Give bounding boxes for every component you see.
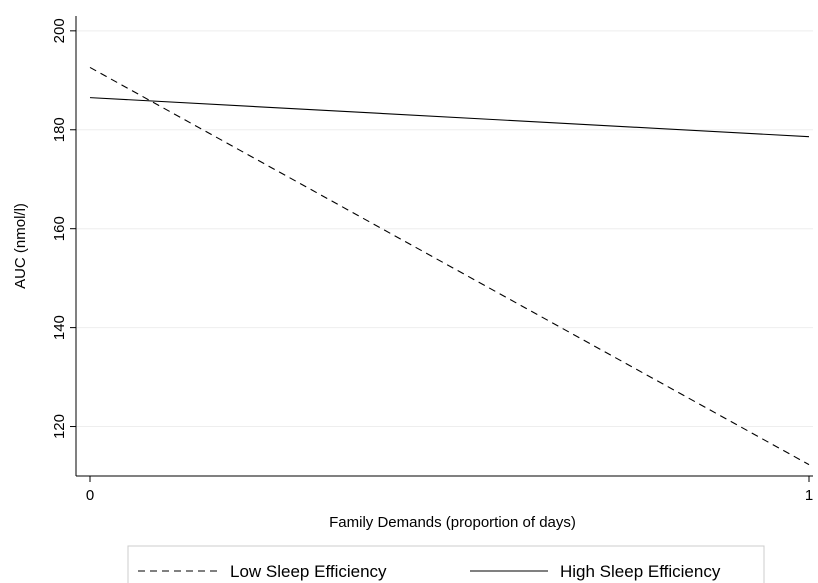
- y-axis-title: AUC (nmol/l): [12, 203, 29, 289]
- series-line-1: [89, 66, 810, 466]
- y-tick-label: 200: [51, 18, 68, 43]
- legend-box: [127, 545, 765, 583]
- legend: Low Sleep Efficiency High Sleep Efficienc…: [127, 545, 765, 583]
- grid-lines: [76, 30, 813, 428]
- legend-label-1: Low Sleep Efficiency: [230, 562, 387, 581]
- y-tick-label: 160: [51, 216, 68, 241]
- legend-label-2: High Sleep Efficiency: [560, 562, 721, 581]
- y-tick-label: 140: [51, 315, 68, 340]
- series-lines: [89, 66, 810, 466]
- y-axis-ticks: 120 140 160 180 200: [51, 18, 76, 439]
- y-tick-label: 120: [51, 414, 68, 439]
- series-line-2: [89, 97, 810, 138]
- x-tick-label: 0: [86, 487, 94, 504]
- y-tick-label: 180: [51, 117, 68, 142]
- x-axis-title: Family Demands (proportion of days): [329, 514, 576, 531]
- x-tick-label: 1: [805, 487, 813, 504]
